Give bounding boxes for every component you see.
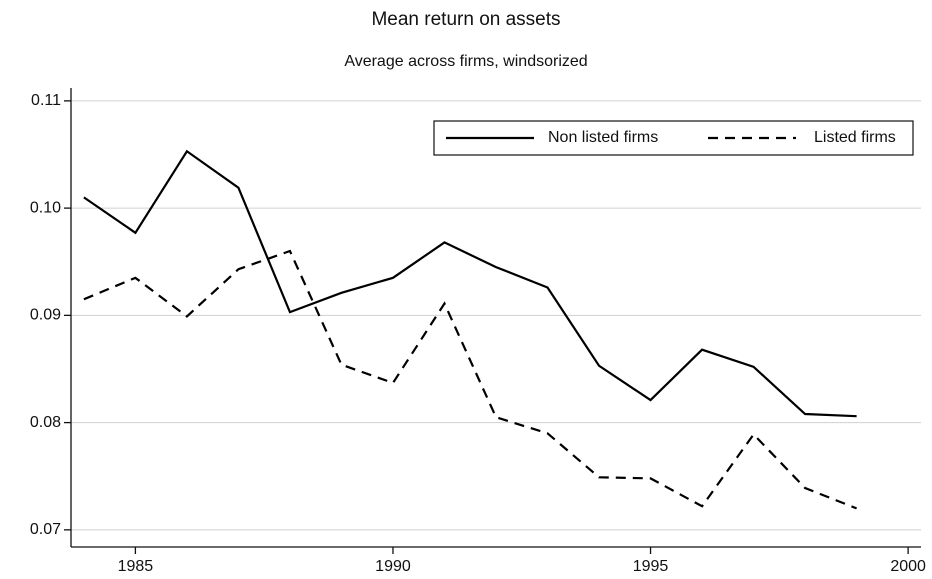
chart-title: Mean return on assets: [371, 9, 560, 30]
series-line: [83, 249, 858, 510]
y-tick-label: 0.11: [31, 92, 61, 109]
legend-label: Non listed firms: [548, 129, 658, 146]
x-tick-label: 1995: [633, 558, 669, 575]
y-tick-label: 0.09: [30, 307, 61, 324]
chart-subtitle: Average across firms, windsorized: [344, 53, 587, 70]
x-tick-label: 1985: [118, 558, 154, 575]
y-tick-label: 0.08: [30, 414, 61, 431]
series-line: [83, 149, 857, 418]
y-tick-label: 0.10: [30, 199, 61, 216]
x-tick-label: 1990: [375, 558, 411, 575]
y-tick-label: 0.07: [30, 521, 61, 538]
legend-label: Listed firms: [814, 129, 896, 146]
x-tick-label: 2000: [890, 558, 926, 575]
